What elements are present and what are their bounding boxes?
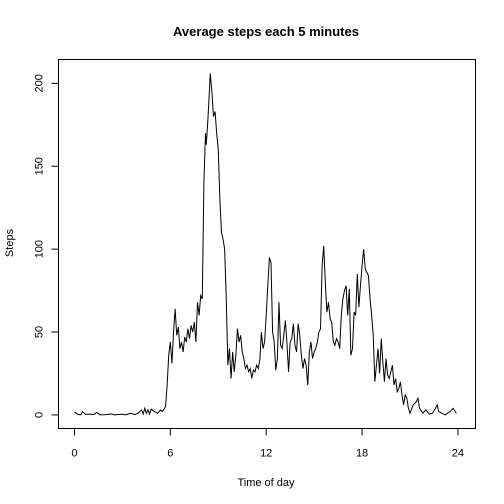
chart-title: Average steps each 5 minutes <box>173 24 359 39</box>
x-axis-label: Time of day <box>237 477 295 489</box>
data-line <box>74 73 457 416</box>
x-tick-label: 6 <box>167 448 173 460</box>
x-tick-label: 24 <box>452 448 464 460</box>
y-tick-label: 150 <box>34 157 46 175</box>
y-tick-label: 50 <box>34 326 46 338</box>
x-tick-label: 18 <box>356 448 368 460</box>
x-tick-label: 0 <box>71 448 77 460</box>
y-axis-label: Steps <box>4 228 16 257</box>
y-tick-label: 200 <box>34 74 46 92</box>
y-tick-label: 0 <box>34 412 46 418</box>
plot-frame <box>58 59 476 429</box>
x-tick-label: 12 <box>260 448 272 460</box>
y-tick-label: 100 <box>34 240 46 258</box>
